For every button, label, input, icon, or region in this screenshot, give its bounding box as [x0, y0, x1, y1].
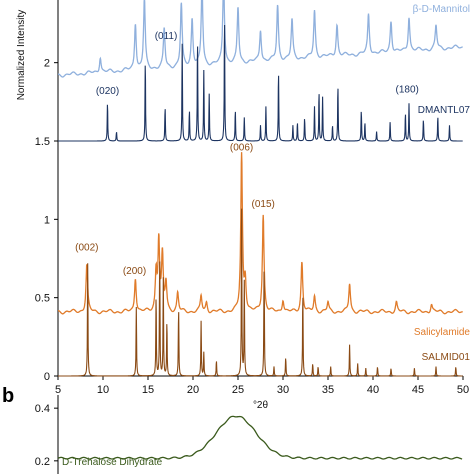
series-label: DMANTL07 — [418, 105, 471, 116]
x-tick-label: 20 — [187, 384, 199, 396]
x-tick-label: 40 — [367, 384, 379, 396]
x-tick-label: 50 — [457, 384, 469, 396]
x-tick-label: 15 — [142, 384, 154, 396]
x-axis-title: °2θ — [253, 400, 269, 411]
peak-annotation: (015) — [252, 199, 275, 210]
series-label: D-Trehalose Dihydrate — [62, 457, 163, 468]
y-tick-label: 0 — [44, 371, 50, 383]
peak-annotation: (200) — [123, 266, 146, 277]
y-axis-title: Normalized Intensity — [16, 10, 27, 101]
panel-label-b: b — [2, 385, 14, 407]
peak-annotation: (011) — [155, 31, 178, 42]
y-tick-label: 2 — [44, 58, 50, 70]
panel-b-y-tick-label: 0.2 — [35, 456, 50, 468]
series-label: SALMID01 — [422, 352, 471, 363]
series-label: β-D-Mannitol — [413, 4, 470, 15]
peak-annotation: (020) — [96, 86, 119, 97]
series-label: Salicylamide — [414, 327, 471, 338]
x-tick-label: 45 — [412, 384, 424, 396]
peak-annotation: (002) — [75, 243, 98, 254]
series-line-salmid01 — [58, 208, 463, 377]
y-tick-label: 0.5 — [35, 293, 50, 305]
peak-annotation: (006) — [230, 142, 253, 153]
x-tick-label: 35 — [322, 384, 334, 396]
x-tick-label: 5 — [55, 384, 61, 396]
series-line--d-mannitol — [58, 0, 463, 78]
peak-annotation: (180) — [396, 84, 419, 95]
x-tick-label: 25 — [232, 384, 244, 396]
panel-b-y-tick-label: 0.4 — [35, 403, 50, 415]
x-tick-label: 30 — [277, 384, 289, 396]
series-line-d-trehalose-dihydrate — [57, 415, 463, 460]
y-tick-label: 1 — [44, 214, 50, 226]
panel-a-plot: 00.511.525 10 15 20 25 30 35 40 45 50°2θNormalize… — [16, 0, 470, 411]
panel-b-plot: 0.2 0.4 D-Trehalose Dihydrate — [35, 395, 463, 474]
series-line-dmantl07 — [58, 24, 463, 142]
y-tick-label: 1.5 — [35, 136, 50, 148]
series-line-salicylamide — [58, 152, 463, 315]
x-tick-label: 10 — [97, 384, 109, 396]
